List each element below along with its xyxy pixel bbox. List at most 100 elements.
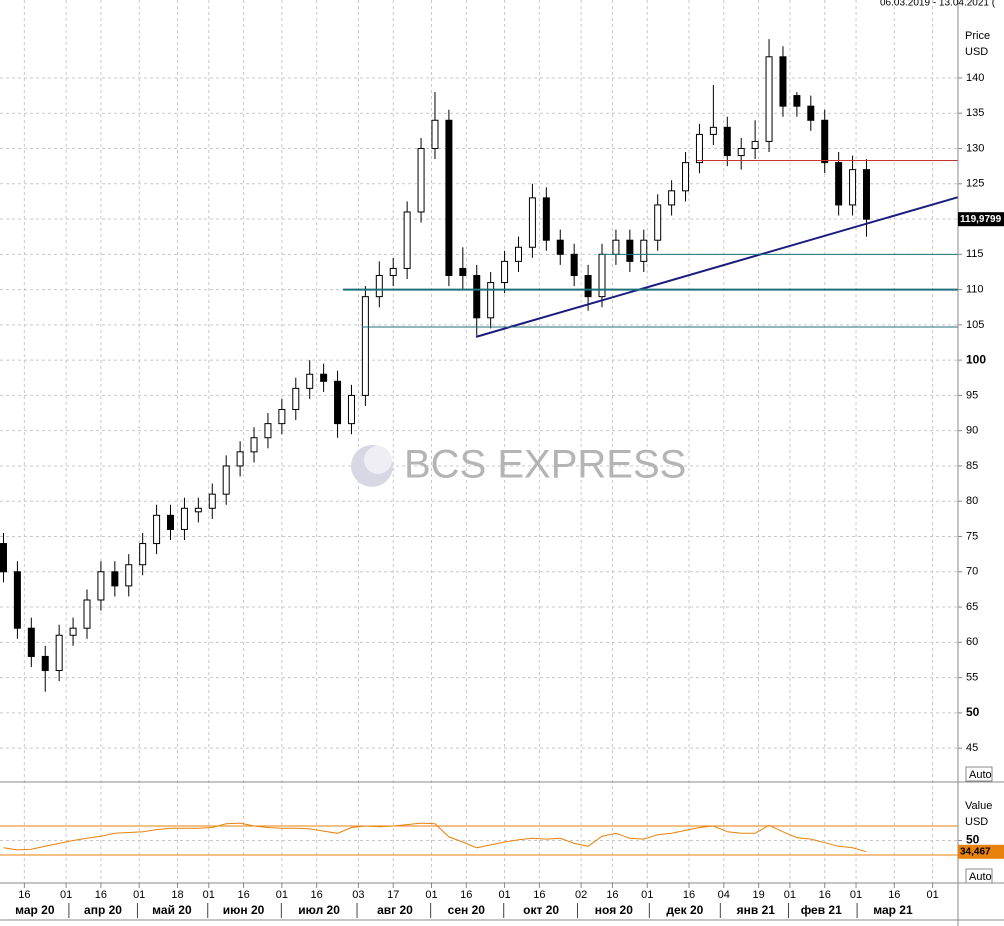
month-label: апр 20: [84, 903, 122, 917]
date-range: 06.03.2019 - 13.04.2021 (: [880, 0, 996, 9]
candle-body: [501, 260, 509, 284]
candle-body: [292, 387, 300, 411]
candle-body: [737, 147, 745, 157]
candle-body: [320, 373, 328, 382]
x-tick-label: 01: [203, 889, 215, 901]
y-tick-label: 90: [966, 425, 978, 437]
candle-body: [542, 197, 550, 241]
month-label: авг 20: [377, 903, 413, 917]
y-tick-label: 80: [966, 495, 978, 507]
button-label[interactable]: Auto: [969, 769, 992, 781]
candle-body: [709, 126, 717, 135]
candle-body: [180, 507, 188, 530]
candle-body: [347, 394, 355, 425]
candle-body: [779, 56, 787, 107]
candle-body: [111, 571, 119, 587]
candle-body: [473, 274, 481, 319]
y-tick-label: 70: [966, 566, 978, 578]
month-label: фев 21: [801, 903, 842, 917]
x-tick-label: 01: [498, 889, 510, 901]
candle-body: [27, 627, 35, 657]
candle-body: [278, 409, 286, 425]
candle-body: [236, 451, 244, 467]
x-tick-label: 16: [888, 889, 900, 901]
y-tick-label: 50: [966, 705, 980, 719]
candle-body: [751, 140, 759, 149]
y-tick-label: 65: [966, 601, 978, 613]
candle-body: [821, 119, 829, 164]
button-frame[interactable]: [965, 766, 993, 782]
watermark: BCS EXPRESS: [351, 443, 686, 487]
y-tick-label: 95: [966, 389, 978, 401]
month-label: сен 20: [448, 903, 486, 917]
candle-body: [695, 133, 703, 164]
candle-body: [55, 634, 63, 672]
candle-body: [570, 253, 578, 276]
candle-body: [167, 514, 175, 530]
candle-body: [431, 119, 439, 149]
x-tick-label: 17: [387, 889, 399, 901]
candle-body: [807, 105, 815, 121]
auto-button[interactable]: Auto: [965, 766, 993, 782]
x-tick-label: 16: [311, 889, 323, 901]
y-tick-label: 50: [966, 833, 980, 847]
last-price-label: 119,9799: [960, 214, 1002, 225]
last-value-label: 34,467: [960, 846, 991, 857]
candle-body: [584, 274, 592, 298]
candle-body: [222, 465, 230, 495]
candle-body: [626, 239, 634, 262]
x-tick-label: 16: [237, 889, 249, 901]
candle-body: [640, 239, 648, 262]
x-tick-label: 19: [752, 889, 764, 901]
candle-body: [41, 655, 49, 672]
month-label: июн 20: [223, 903, 265, 917]
candle-body: [153, 514, 161, 545]
month-label: окт 20: [523, 903, 559, 917]
x-tick-label: 16: [819, 889, 831, 901]
candle-body: [612, 239, 620, 255]
x-tick-label: 16: [606, 889, 618, 901]
candle-body: [723, 126, 731, 157]
candle-body: [654, 204, 662, 241]
candle-body: [835, 162, 843, 206]
candle-body: [403, 211, 411, 269]
candle-body: [334, 380, 342, 425]
candle-body: [139, 543, 147, 566]
y-tick-label: 130: [966, 142, 984, 154]
candle-body: [194, 507, 202, 513]
x-tick-label: 01: [641, 889, 653, 901]
x-tick-label: 01: [425, 889, 437, 901]
x-tick-label: 01: [60, 889, 72, 901]
y-tick-label: 140: [966, 72, 984, 84]
axis-unit: USD: [965, 46, 988, 58]
x-tick-label: 16: [533, 889, 545, 901]
candle-body: [69, 627, 77, 636]
watermark-logo: [364, 446, 392, 474]
axis-title: Price: [965, 30, 990, 42]
candle-body: [361, 296, 369, 396]
candle-body: [528, 197, 536, 248]
candle-body: [862, 169, 870, 220]
axis-title: Value: [965, 800, 992, 812]
y-tick-label: 75: [966, 530, 978, 542]
x-tick-label: 01: [926, 889, 938, 901]
candle-body: [306, 373, 314, 389]
month-label: мар 21: [873, 903, 913, 917]
month-label: июл 20: [298, 903, 340, 917]
auto-button[interactable]: Auto: [965, 868, 993, 884]
button-frame[interactable]: [965, 868, 993, 884]
last-value-box: [958, 844, 1004, 859]
button-label[interactable]: Auto: [969, 871, 992, 883]
candle-body: [417, 147, 425, 213]
candle-body: [13, 571, 21, 629]
x-tick-label: 16: [683, 889, 695, 901]
candle-body: [487, 282, 495, 319]
last-price-box: [958, 212, 1004, 227]
y-tick-label: 110: [966, 283, 984, 295]
x-tick-label: 01: [850, 889, 862, 901]
candle-body: [459, 267, 467, 276]
month-label: ноя 20: [595, 903, 633, 917]
x-tick-label: 18: [171, 889, 183, 901]
